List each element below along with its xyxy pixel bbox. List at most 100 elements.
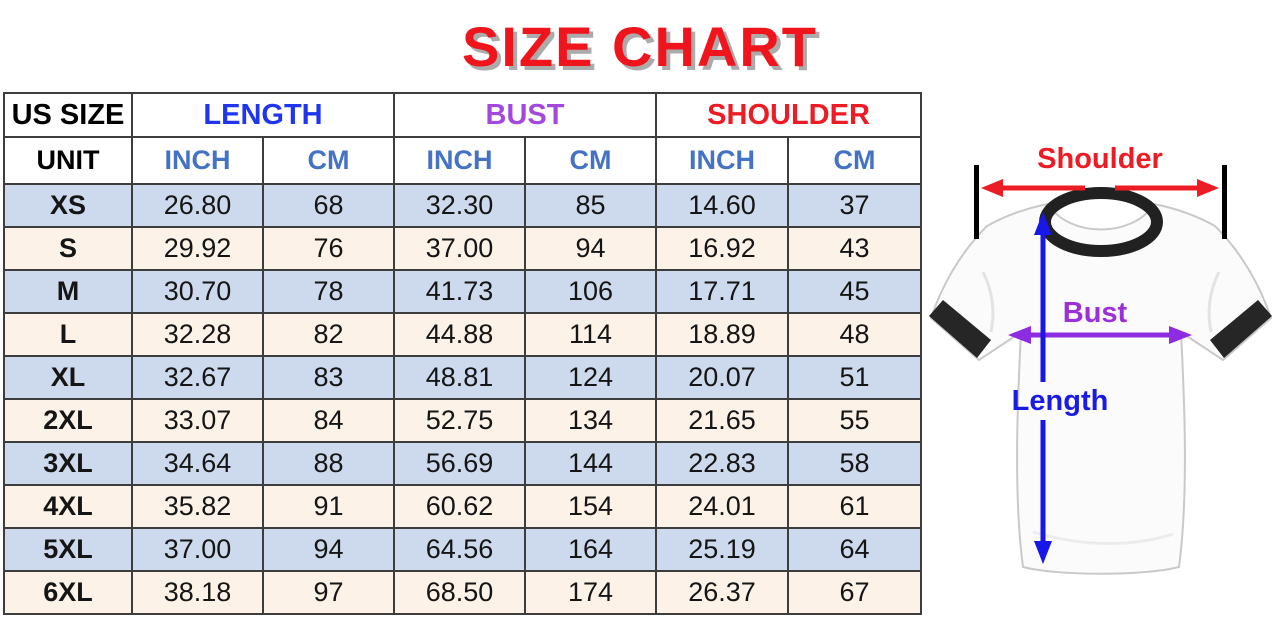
table-row: 5XL 37.00 94 64.56 164 25.19 64 [3,527,923,572]
measurement-value: 91 [262,484,395,529]
measurement-value: 17.71 [655,269,790,314]
size-table-container: US SIZE LENGTH BUST SHOULDER UNIT INCH C… [0,92,923,615]
measurement-value: 30.70 [131,269,264,314]
shoulder-tick-left [973,165,979,239]
us-size-header: US SIZE [3,92,133,138]
length-cm-header: CM [262,136,395,185]
measurement-value: 134 [523,398,658,443]
bust-arrow [1007,326,1192,344]
measurement-value: 78 [262,269,395,314]
right-cuff [1209,300,1272,358]
measurement-value: 32.67 [131,355,264,400]
measurement-value: 48.81 [393,355,526,400]
measurement-value: 61 [787,484,923,529]
shoulder-arrow [980,179,1219,197]
bust-inch-header: INCH [393,136,526,185]
measurement-value: 144 [523,441,658,486]
measurement-value: 34.64 [131,441,264,486]
measurement-value: 106 [523,269,658,314]
measurement-value: 51 [787,355,923,400]
left-cuff [928,300,991,358]
size-label: S [3,226,133,271]
measurement-value: 37.00 [393,226,526,271]
size-label: 6XL [3,570,133,615]
measurement-value: 124 [523,355,658,400]
unit-header: UNIT [3,136,133,185]
shoulder-cm-header: CM [787,136,923,185]
table-row: 2XL 33.07 84 52.75 134 21.65 55 [3,398,923,443]
shoulder-inch-header: INCH [655,136,790,185]
measurement-value: 16.92 [655,226,790,271]
measurement-value: 58 [787,441,923,486]
measurement-value: 44.88 [393,312,526,357]
measurement-value: 174 [523,570,658,615]
measurement-value: 25.19 [655,527,790,572]
fold-line [1207,271,1220,333]
measurement-value: 20.07 [655,355,790,400]
size-label: 3XL [3,441,133,486]
measurement-value: 114 [523,312,658,357]
size-label: 2XL [3,398,133,443]
bust-measure-label: Bust [1062,297,1127,329]
measurement-value: 97 [262,570,395,615]
size-label: L [3,312,133,357]
shoulder-measure-label: Shoulder [1037,143,1163,175]
fold-line [981,271,994,333]
table-group-header-row: US SIZE LENGTH BUST SHOULDER [3,92,923,138]
measurement-value: 60.62 [393,484,526,529]
main-content: US SIZE LENGTH BUST SHOULDER UNIT INCH C… [0,92,1280,643]
measurement-value: 22.83 [655,441,790,486]
measurement-value: 68.50 [393,570,526,615]
table-row: XL 32.67 83 48.81 124 20.07 51 [3,355,923,400]
bust-group-header: BUST [392,92,658,138]
measurement-value: 68 [262,183,395,228]
table-row: 4XL 35.82 91 60.62 154 24.01 61 [3,484,923,529]
measurement-value: 85 [523,183,658,228]
measurement-value: 94 [262,527,395,572]
size-label: 5XL [3,527,133,572]
measurement-value: 67 [787,570,923,615]
size-table-body: XS 26.80 68 32.30 85 14.60 37 S 29.92 76 37.00 94 16… [3,183,923,615]
table-row: M 30.70 78 41.73 106 17.71 45 [3,269,923,314]
measurement-value: 56.69 [393,441,526,486]
measurement-value: 29.92 [131,226,264,271]
shoulder-tick-right [1221,165,1227,239]
length-inch-header: INCH [131,136,264,185]
measurement-value: 164 [523,527,658,572]
size-label: XL [3,355,133,400]
measurement-value: 32.28 [131,312,264,357]
fold-line [1032,530,1173,545]
size-label: XS [3,183,133,228]
page-title: SIZE CHART [462,14,818,78]
table-row: 3XL 34.64 88 56.69 144 22.83 58 [3,441,923,486]
measurement-value: 37 [787,183,923,228]
length-measure-label: Length [1011,385,1108,417]
measurement-value: 33.07 [131,398,264,443]
measurement-value: 35.82 [131,484,264,529]
tshirt-figure: Shoulder Bust Len [920,92,1280,643]
measurement-value: 18.89 [655,312,790,357]
table-row: 6XL 38.18 97 68.50 174 26.37 67 [3,570,923,615]
measurement-value: 24.01 [655,484,790,529]
measurement-value: 26.80 [131,183,264,228]
measurement-value: 21.65 [655,398,790,443]
measurement-value: 38.18 [131,570,264,615]
size-label: 4XL [3,484,133,529]
table-unit-header-row: UNIT INCH CM INCH CM INCH CM [3,136,923,185]
measurement-value: 88 [262,441,395,486]
measurement-value: 76 [262,226,395,271]
size-label: M [3,269,133,314]
tshirt-diagram: Shoulder Bust Len [928,143,1272,575]
measurement-value: 45 [787,269,923,314]
measurement-value: 52.75 [393,398,526,443]
measurement-value: 14.60 [655,183,790,228]
measurement-value: 64.56 [393,527,526,572]
measurement-value: 43 [787,226,923,271]
length-arrow [1033,212,1052,564]
measurement-value: 82 [262,312,395,357]
measurement-value: 83 [262,355,395,400]
measurement-value: 64 [787,527,923,572]
measurement-value: 84 [262,398,395,443]
measurement-value: 48 [787,312,923,357]
shoulder-group-header: SHOULDER [655,92,923,138]
